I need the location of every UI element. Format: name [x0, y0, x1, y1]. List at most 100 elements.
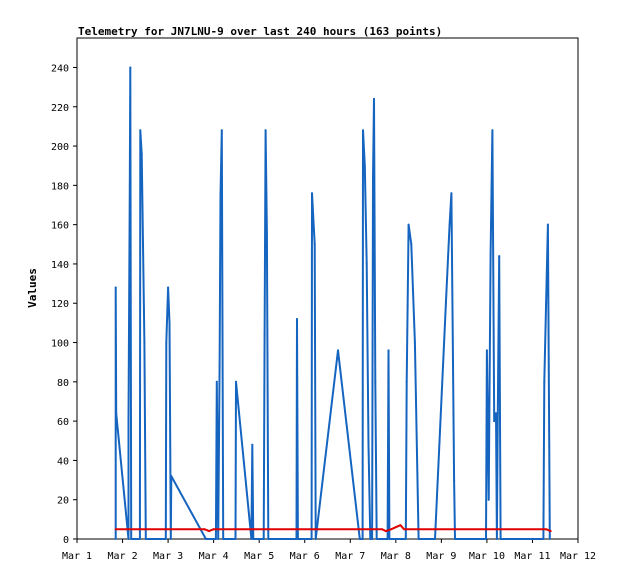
y-tick-label: 240 — [51, 63, 69, 74]
data-point — [296, 318, 298, 320]
data-point — [164, 538, 167, 540]
data-point — [542, 538, 545, 540]
data-point — [114, 538, 117, 540]
data-point — [222, 538, 225, 540]
data-point — [165, 341, 168, 344]
data-point — [454, 538, 456, 540]
y-tick-label: 60 — [57, 417, 69, 428]
data-point — [215, 380, 218, 383]
x-tick-label: Mar 6 — [290, 551, 320, 562]
data-point — [489, 253, 492, 256]
data-point — [310, 538, 313, 540]
data-point — [127, 538, 130, 540]
data-point — [549, 530, 552, 533]
data-point — [138, 538, 141, 540]
data-point — [295, 538, 298, 540]
data-point — [140, 152, 143, 155]
data-point — [495, 412, 497, 415]
x-tick-label: Mar 12 — [560, 551, 596, 562]
x-tick-label: Mar 9 — [426, 551, 456, 562]
y-tick-label: 200 — [51, 142, 69, 153]
y-axis-label: Values — [26, 268, 39, 308]
data-point — [313, 243, 316, 246]
y-tick-label: 100 — [51, 339, 69, 350]
data-point — [311, 192, 313, 195]
x-tick-label: Mar 10 — [469, 551, 505, 562]
data-point — [498, 255, 501, 258]
data-point — [115, 412, 118, 415]
data-point — [130, 538, 133, 540]
data-point — [444, 302, 447, 305]
data-point — [219, 194, 222, 197]
x-tick-label: Mar 5 — [244, 551, 274, 562]
y-tick-label: 180 — [51, 181, 69, 192]
y-tick-label: 0 — [63, 535, 69, 546]
data-point — [386, 538, 389, 540]
x-tick-label: Mar 2 — [107, 551, 137, 562]
data-point — [252, 538, 255, 540]
data-point — [394, 526, 397, 529]
data-point — [264, 129, 267, 132]
data-point — [448, 223, 451, 226]
data-point — [388, 538, 391, 540]
data-point — [337, 349, 339, 352]
data-point — [453, 479, 456, 482]
data-point — [365, 262, 368, 265]
data-point — [168, 321, 171, 324]
data-point — [142, 243, 144, 246]
data-point — [384, 530, 387, 533]
chart-title: Telemetry for JN7LNU-9 over last 240 hou… — [78, 25, 442, 38]
data-point — [367, 443, 370, 446]
plot-frame — [76, 37, 579, 540]
data-point — [403, 528, 405, 531]
data-point — [167, 286, 170, 289]
data-point — [262, 538, 265, 540]
data-point — [358, 538, 361, 540]
data-point — [114, 286, 117, 289]
x-tick-label: Mar 4 — [199, 551, 229, 562]
data-point — [250, 538, 253, 540]
data-point — [143, 341, 146, 344]
data-point — [405, 380, 408, 383]
data-point — [204, 538, 207, 540]
x-tick-label: Mar 7 — [335, 551, 365, 562]
data-point — [208, 530, 211, 533]
data-point — [548, 538, 551, 540]
series-group — [114, 66, 552, 540]
data-point — [390, 528, 393, 531]
data-point — [212, 528, 215, 531]
data-point — [218, 365, 221, 368]
data-point — [296, 538, 299, 540]
data-point — [267, 538, 270, 540]
data-point — [127, 420, 130, 423]
data-point — [214, 538, 217, 540]
y-tick-label: 140 — [51, 260, 69, 271]
data-point — [434, 538, 436, 540]
data-point — [410, 243, 413, 246]
data-point — [546, 223, 549, 226]
data-point — [485, 538, 487, 540]
data-point — [114, 528, 117, 531]
y-tick-label: 120 — [51, 299, 69, 310]
data-point — [413, 341, 416, 344]
y-tick-label: 220 — [51, 103, 69, 114]
data-point — [407, 223, 410, 226]
data-point — [363, 164, 366, 167]
data-point — [417, 538, 420, 540]
data-point — [263, 333, 266, 336]
y-axis-ticks: 0 20 40 60 80 100 120 140 160 180 200 220 240 — [51, 63, 77, 546]
data-point — [499, 538, 502, 540]
data-point — [485, 349, 488, 352]
y-tick-label: 160 — [51, 221, 69, 232]
x-tick-label: Mar 11 — [514, 551, 550, 562]
data-point — [375, 538, 378, 540]
data-point — [139, 129, 142, 132]
data-point — [362, 129, 364, 132]
data-point — [496, 412, 499, 415]
data-point — [543, 380, 546, 383]
data-point — [450, 192, 453, 195]
data-point — [493, 420, 496, 423]
data-point — [144, 538, 147, 540]
x-tick-label: Mar 3 — [153, 551, 183, 562]
